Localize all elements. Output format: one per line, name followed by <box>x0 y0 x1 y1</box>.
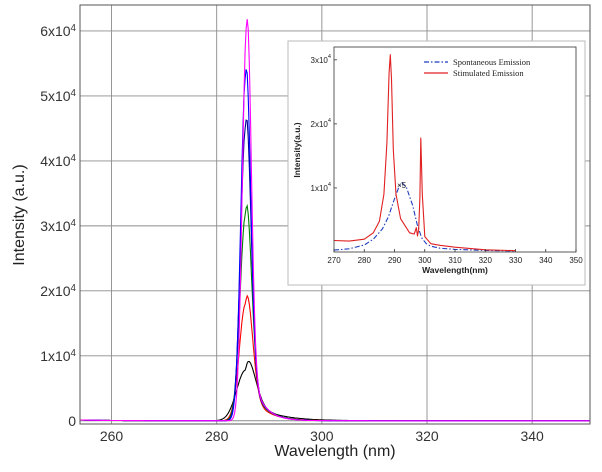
main-x-axis-title: Wavelength (nm) <box>274 443 395 460</box>
main-y-tick-label: 0 <box>68 413 76 429</box>
inset-y-axis-title: Intensity(a.u.) <box>292 122 302 177</box>
main-x-tick-label: 300 <box>310 428 334 444</box>
main-y-tick-label: 3x104 <box>40 218 76 234</box>
inset-x-tick-label: 300 <box>418 256 432 265</box>
main-y-tick-label: 5x104 <box>40 88 76 104</box>
inset-x-tick-label: 290 <box>388 256 402 265</box>
legend-label-stimulated: Stimulated Emission <box>453 68 524 78</box>
inset-x-tick-label: 340 <box>539 256 553 265</box>
inset-x-tick-labels: 270 280 290 300 310 320 330 340 350 <box>327 249 583 265</box>
main-series-lines <box>80 19 590 422</box>
inset-x-tick-label: 280 <box>358 256 372 265</box>
inset-x-tick-label: 310 <box>448 256 462 265</box>
main-y-tick-labels: 0 1x104 2x104 3x104 4x104 5x104 6x104 <box>40 23 76 429</box>
main-y-axis-title: Intensity (a.u.) <box>11 164 28 265</box>
inset-x-tick-label: 270 <box>327 256 341 265</box>
main-plot-frame <box>79 4 591 425</box>
inset-series-line-1 <box>333 182 516 252</box>
inset-x-tick-label: 330 <box>509 256 523 265</box>
inset-series-line-2 <box>333 54 516 252</box>
inset-x-axis-title: Wavelength(nm) <box>422 265 488 275</box>
inset-legend: Spontaneous Emission Stimulated Emission <box>424 57 531 78</box>
main-x-tick-label: 280 <box>205 428 229 444</box>
legend-label-spontaneous: Spontaneous Emission <box>453 57 531 67</box>
main-x-tick-label: 320 <box>415 428 439 444</box>
inset-background <box>287 40 586 286</box>
inset-annotation: ×5 <box>397 181 407 190</box>
main-y-tick-label: 6x104 <box>40 23 76 39</box>
inset-series-lines <box>333 54 516 252</box>
inset-y-tick-labels: 1x104 2x104 3x104 <box>311 54 337 193</box>
main-y-tick-label: 2x104 <box>40 283 76 299</box>
main-y-tick-label: 4x104 <box>40 153 76 169</box>
main-x-tick-label: 340 <box>520 428 544 444</box>
inset-y-tick-label: 2x104 <box>311 118 331 129</box>
main-x-tick-labels: 260 280 300 320 340 <box>100 428 544 444</box>
main-series-line-6 <box>80 19 590 422</box>
main-y-tick-label: 1x104 <box>40 348 76 364</box>
inset-x-tick-label: 320 <box>479 256 493 265</box>
main-x-tick-label: 260 <box>100 428 124 444</box>
inset-y-tick-label: 1x104 <box>311 182 331 193</box>
inset-y-tick-label: 3x104 <box>311 54 331 65</box>
inset-x-tick-label: 350 <box>569 256 583 265</box>
